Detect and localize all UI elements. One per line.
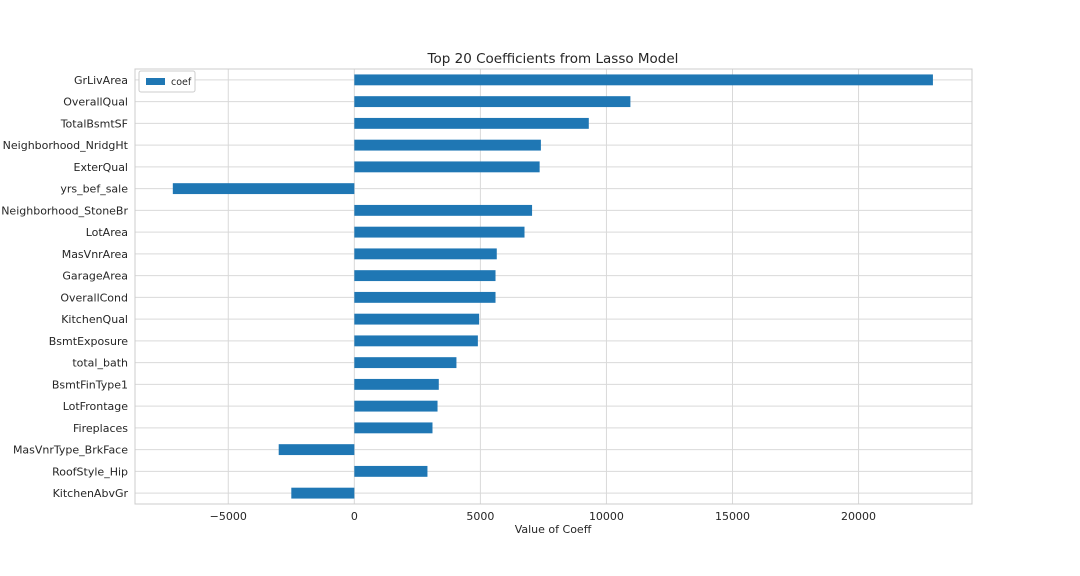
y-tick-label: total_bath (72, 357, 128, 370)
bar (354, 422, 433, 434)
bar (354, 204, 533, 216)
bar (354, 313, 480, 325)
bar (354, 226, 525, 238)
chart-title: Top 20 Coefficients from Lasso Model (427, 51, 679, 67)
bar (354, 117, 589, 129)
x-tick-label: 0 (351, 510, 358, 523)
y-tick-label: OverallCond (60, 291, 128, 304)
legend-swatch (146, 78, 165, 85)
bar (291, 487, 355, 499)
bar (354, 400, 438, 412)
y-tick-label: GarageArea (62, 270, 128, 283)
y-tick-label: Fireplaces (73, 422, 128, 435)
y-tick-label: KitchenQual (61, 313, 128, 326)
bar (354, 74, 933, 86)
y-tick-label: OverallQual (63, 96, 128, 109)
x-axis-label: Value of Coeff (515, 523, 592, 536)
y-tick-label: BsmtExposure (49, 335, 128, 348)
bar (172, 183, 355, 195)
bar (354, 357, 457, 369)
y-tick-label: TotalBsmtSF (60, 117, 128, 130)
y-tick-label: KitchenAbvGr (53, 487, 129, 500)
y-tick-label: LotFrontage (63, 400, 129, 413)
bar (354, 248, 497, 260)
plot-frame (134, 68, 973, 505)
legend: coef (138, 70, 196, 93)
bar (278, 444, 355, 456)
x-tick-label: 20000 (841, 510, 876, 523)
bar (354, 270, 496, 282)
y-tick-label: GrLivArea (74, 74, 128, 87)
x-tick-label: −5000 (210, 510, 247, 523)
bar (354, 161, 540, 173)
bar (354, 335, 478, 347)
bar (354, 96, 631, 108)
x-tick-label: 5000 (466, 510, 494, 523)
bar (354, 139, 541, 151)
bar (354, 291, 496, 303)
y-tick-label: ExterQual (74, 161, 129, 174)
y-tick-label: Neighborhood_StoneBr (1, 204, 128, 217)
y-tick-label: yrs_bef_sale (60, 183, 128, 196)
legend-label: coef (171, 77, 192, 88)
legend-box (138, 70, 196, 93)
y-tick-label: LotArea (86, 226, 128, 239)
x-tick-label: 10000 (589, 510, 624, 523)
x-tick-label: 15000 (715, 510, 750, 523)
y-tick-label: Neighborhood_NridgHt (3, 139, 129, 152)
y-tick-label: MasVnrArea (62, 248, 128, 261)
y-tick-label: BsmtFinType1 (52, 378, 128, 391)
bar (354, 465, 428, 477)
y-tick-label: RoofStyle_Hip (52, 465, 128, 478)
plot-area: GrLivArea OverallQual TotalBsmtSF Neighborh… (1, 68, 973, 523)
y-tick-label: MasVnrType_BrkFace (13, 444, 128, 457)
bar (354, 378, 439, 390)
